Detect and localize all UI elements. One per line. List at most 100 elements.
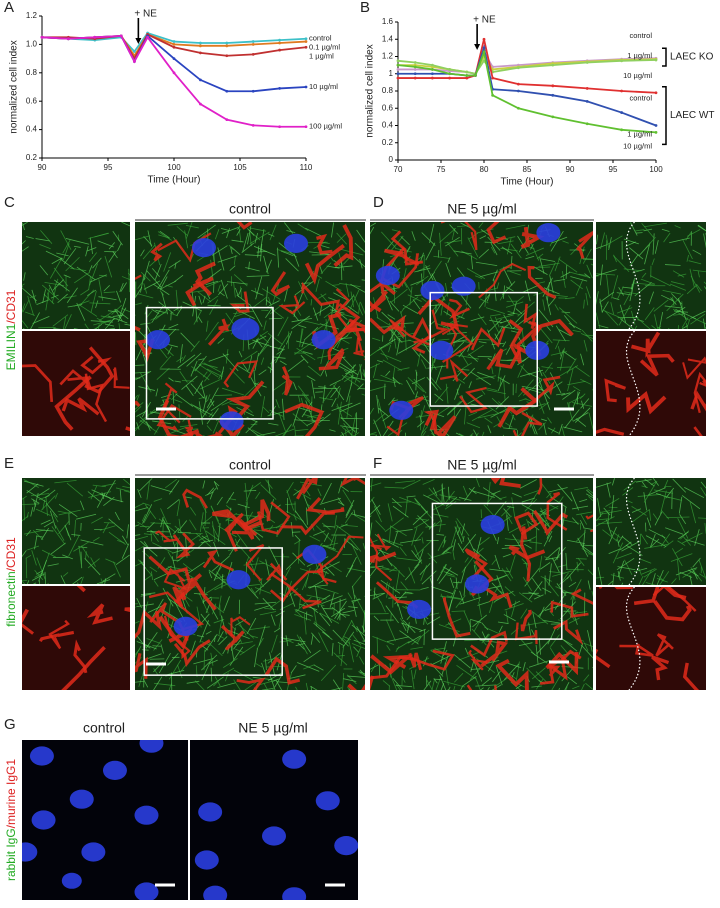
fibril: [371, 436, 376, 443]
y-tick-label: 1.4: [382, 34, 394, 43]
point: [465, 74, 468, 77]
fibril: [14, 287, 23, 289]
point: [173, 57, 176, 60]
point: [551, 84, 554, 87]
fibril: [477, 339, 493, 340]
micrograph: [591, 222, 715, 344]
group-label: LAEC WT: [670, 110, 714, 121]
point: [655, 91, 658, 94]
stain-red: /murine IgG1: [4, 759, 18, 829]
point: [278, 39, 281, 42]
fibril: [536, 529, 537, 551]
fibril: [159, 329, 179, 330]
fibril: [265, 687, 274, 709]
series-label: control: [629, 94, 652, 103]
y-tick-label: 0.4: [26, 125, 38, 134]
nucleus: [420, 281, 444, 300]
arrow-head: [474, 44, 480, 50]
point: [278, 87, 281, 90]
point: [133, 60, 136, 63]
point: [414, 65, 417, 68]
x-axis-label: Time (Hour): [148, 175, 201, 186]
red-haze: [22, 586, 130, 690]
point: [252, 53, 255, 56]
fibril: [706, 576, 717, 580]
series-label: 1 µg/ml: [309, 52, 334, 61]
stain-green: rabbit IgG: [4, 828, 18, 881]
stain-red: /CD31: [4, 537, 18, 571]
panel-title: control: [229, 457, 271, 473]
nucleus: [70, 790, 94, 809]
micrograph: [96, 202, 383, 460]
point: [225, 118, 228, 121]
fibril: [246, 502, 247, 509]
nucleus: [198, 802, 222, 821]
point: [278, 42, 281, 45]
micrograph: [13, 734, 188, 902]
panel-title: control: [229, 201, 271, 217]
panel-letter: F: [373, 455, 382, 472]
point: [199, 42, 202, 45]
x-tick-label: 70: [394, 165, 403, 174]
series-line: [398, 60, 656, 74]
fibril: [557, 367, 571, 368]
stain-label: rabbit IgG/murine IgG1: [4, 759, 18, 881]
series-label: 0.1 µg/ml: [309, 43, 340, 52]
point: [252, 40, 255, 43]
fibril: [448, 690, 462, 693]
nucleus: [481, 515, 505, 534]
panel-letter: D: [373, 194, 384, 211]
x-tick-label: 100: [167, 163, 181, 172]
point: [551, 64, 554, 67]
y-tick-label: 1: [389, 69, 394, 78]
panel-letter: E: [4, 455, 14, 472]
point: [252, 43, 255, 46]
nucleus: [62, 873, 82, 889]
point: [465, 77, 468, 80]
micrograph: [0, 567, 147, 708]
point: [225, 54, 228, 57]
stain-green: EMILIN1: [4, 323, 18, 370]
nucleus: [103, 761, 127, 780]
point: [465, 71, 468, 74]
stain-green: fibronectin: [4, 571, 18, 626]
nucleus: [376, 266, 400, 285]
fibril: [359, 388, 366, 389]
point: [397, 77, 400, 80]
point: [305, 40, 308, 43]
nucleus: [262, 826, 286, 845]
micrograph: [589, 570, 706, 696]
y-tick-label: 0.8: [382, 86, 394, 95]
fibril: [22, 504, 39, 505]
nucleus: [334, 836, 358, 855]
point: [586, 122, 589, 125]
series-label: control: [309, 34, 332, 43]
point: [517, 90, 520, 93]
point: [551, 94, 554, 97]
x-tick-label: 100: [649, 165, 663, 174]
point: [199, 52, 202, 55]
point: [278, 125, 281, 128]
point: [414, 72, 417, 75]
point: [41, 36, 44, 39]
nucleus: [139, 734, 163, 753]
fibril: [306, 436, 308, 460]
fibril: [576, 559, 587, 560]
point: [173, 71, 176, 74]
point: [67, 37, 70, 40]
nucleus: [465, 574, 489, 593]
fibril: [368, 436, 370, 448]
point: [397, 72, 400, 75]
point: [414, 61, 417, 64]
panel-title: NE 5 µg/ml: [238, 720, 308, 736]
fibril: [210, 690, 211, 699]
y-tick-label: 0: [389, 155, 394, 164]
fibril: [349, 689, 359, 702]
micrograph: [353, 213, 609, 454]
micrograph: [12, 478, 145, 597]
micrograph: [190, 740, 358, 906]
y-axis-label: normalized cell index: [365, 44, 376, 137]
nucleus: [231, 318, 259, 340]
point: [120, 34, 123, 37]
point: [517, 66, 520, 69]
